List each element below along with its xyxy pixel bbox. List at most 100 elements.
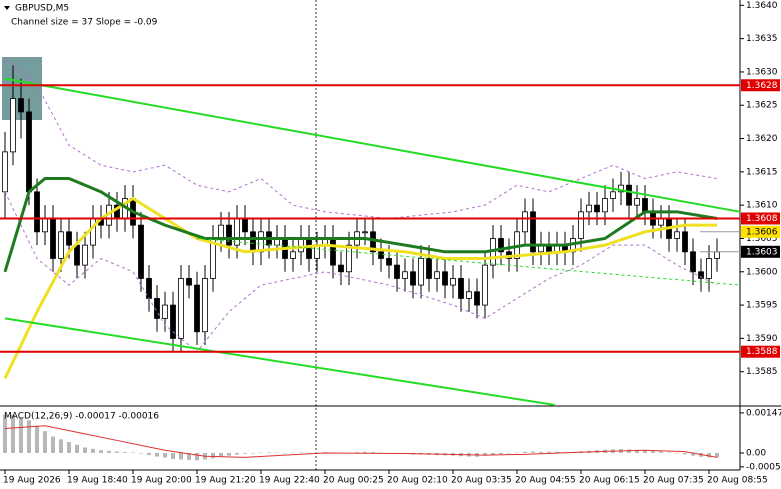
- macd-bar: [267, 452, 271, 453]
- y-tick-label: 1.3635: [746, 34, 778, 44]
- candle-body: [482, 264, 488, 306]
- macd-bar: [291, 452, 295, 454]
- x-tick-label: 20 Aug 03:35: [451, 476, 512, 486]
- macd-bar: [283, 452, 287, 454]
- chart-subtitle: Channel size = 37 Slope = -0.09: [11, 18, 158, 28]
- candle-body: [682, 231, 688, 253]
- candle-body: [74, 244, 80, 266]
- candle-body: [138, 224, 144, 279]
- candle-body: [146, 278, 152, 299]
- price-label-box: [741, 225, 780, 238]
- candle-body: [466, 291, 472, 299]
- macd-bar: [19, 417, 23, 453]
- x-tick-label: 19 Aug 22:40: [259, 476, 320, 486]
- candle-body: [370, 231, 376, 253]
- indicator-line: [4, 77, 741, 213]
- macd-bar: [675, 452, 679, 454]
- y-tick-label: 1.3590: [746, 334, 778, 344]
- x-tick-label: 20 Aug 08:55: [707, 476, 768, 486]
- level-label: 1.3588: [746, 347, 778, 357]
- chart-title: GBPUSD,M5: [15, 4, 69, 14]
- candle-body: [586, 204, 592, 213]
- macd-bar: [235, 452, 239, 455]
- price-label: 1.3603: [746, 247, 778, 257]
- macd-bar: [635, 449, 639, 453]
- candle-body: [418, 258, 424, 286]
- macd-bar: [507, 452, 511, 454]
- candle-body: [250, 231, 256, 253]
- level-label-box: [741, 79, 780, 92]
- candle-body: [226, 224, 232, 246]
- macd-bar: [211, 452, 215, 459]
- candle-body: [90, 218, 96, 246]
- y-tick-label: 1.3585: [746, 367, 778, 377]
- candle-body: [522, 211, 528, 233]
- macd-bar: [555, 451, 559, 453]
- candle-body: [82, 244, 88, 266]
- macd-bar: [307, 452, 311, 454]
- candle-body: [602, 198, 608, 213]
- candle-body: [362, 231, 368, 234]
- macd-bar: [651, 451, 655, 453]
- candle-body: [402, 271, 408, 279]
- macd-bar: [3, 414, 7, 453]
- macd-bar: [171, 452, 175, 459]
- indicator-line: [4, 317, 556, 406]
- candle-body: [474, 291, 480, 306]
- candle-body: [394, 264, 400, 279]
- macd-bar: [643, 450, 647, 453]
- macd-bar: [243, 452, 247, 454]
- macd-bar: [123, 452, 127, 453]
- macd-bar: [715, 452, 719, 458]
- macd-bar: [515, 452, 519, 454]
- candle-body: [458, 278, 464, 299]
- candle-body: [330, 238, 336, 266]
- signal-line: [4, 425, 718, 458]
- macd-bar: [27, 420, 31, 453]
- macd-bar: [547, 451, 551, 453]
- macd-bar: [83, 447, 87, 453]
- macd-bar: [371, 452, 375, 453]
- macd-bar: [187, 452, 191, 461]
- macd-bar: [219, 452, 223, 457]
- macd-bar: [499, 452, 503, 455]
- macd-bar: [683, 452, 687, 455]
- menu-arrow: [4, 6, 10, 10]
- x-tick-label: 20 Aug 02:10: [387, 476, 448, 486]
- macd-bar: [99, 450, 103, 453]
- candle-body: [530, 211, 536, 253]
- y-tick-label: 1.3605: [746, 234, 778, 244]
- macd-bar: [147, 452, 151, 456]
- macd-bar: [315, 452, 319, 453]
- y-tick-label: -0.00051: [746, 462, 781, 472]
- macd-bar: [67, 442, 71, 453]
- y-tick-label: 0.00147: [746, 408, 781, 418]
- candle-body: [10, 98, 16, 153]
- macd-bar: [195, 452, 199, 461]
- macd-bar: [355, 452, 359, 453]
- level-label: 1.3608: [746, 214, 778, 224]
- macd-bar: [75, 444, 79, 453]
- macd-bar: [707, 452, 711, 458]
- macd-bar: [179, 452, 183, 460]
- macd-bar: [91, 448, 95, 453]
- y-tick-label: 1.3625: [746, 101, 778, 111]
- y-tick-label: 1.3620: [746, 134, 778, 144]
- macd-title: MACD(12,26,9) -0.00017 -0.00016: [4, 412, 159, 422]
- candle-body: [258, 231, 264, 253]
- candle-body: [194, 284, 200, 333]
- indicator-line: [3, 177, 718, 273]
- macd-bar: [51, 436, 55, 453]
- indicator-line: [3, 196, 717, 380]
- macd-bar: [483, 452, 487, 456]
- macd-bar: [275, 452, 279, 454]
- candle-body: [2, 151, 8, 193]
- macd-bar: [107, 450, 111, 453]
- y-tick-label: 1.3630: [746, 67, 778, 77]
- candle-body: [578, 211, 584, 239]
- candle-body: [618, 184, 624, 193]
- indicator-line: [4, 191, 718, 353]
- x-tick-label: 19 Aug 18:40: [67, 476, 128, 486]
- x-tick-label: 19 Aug 2026: [3, 476, 61, 486]
